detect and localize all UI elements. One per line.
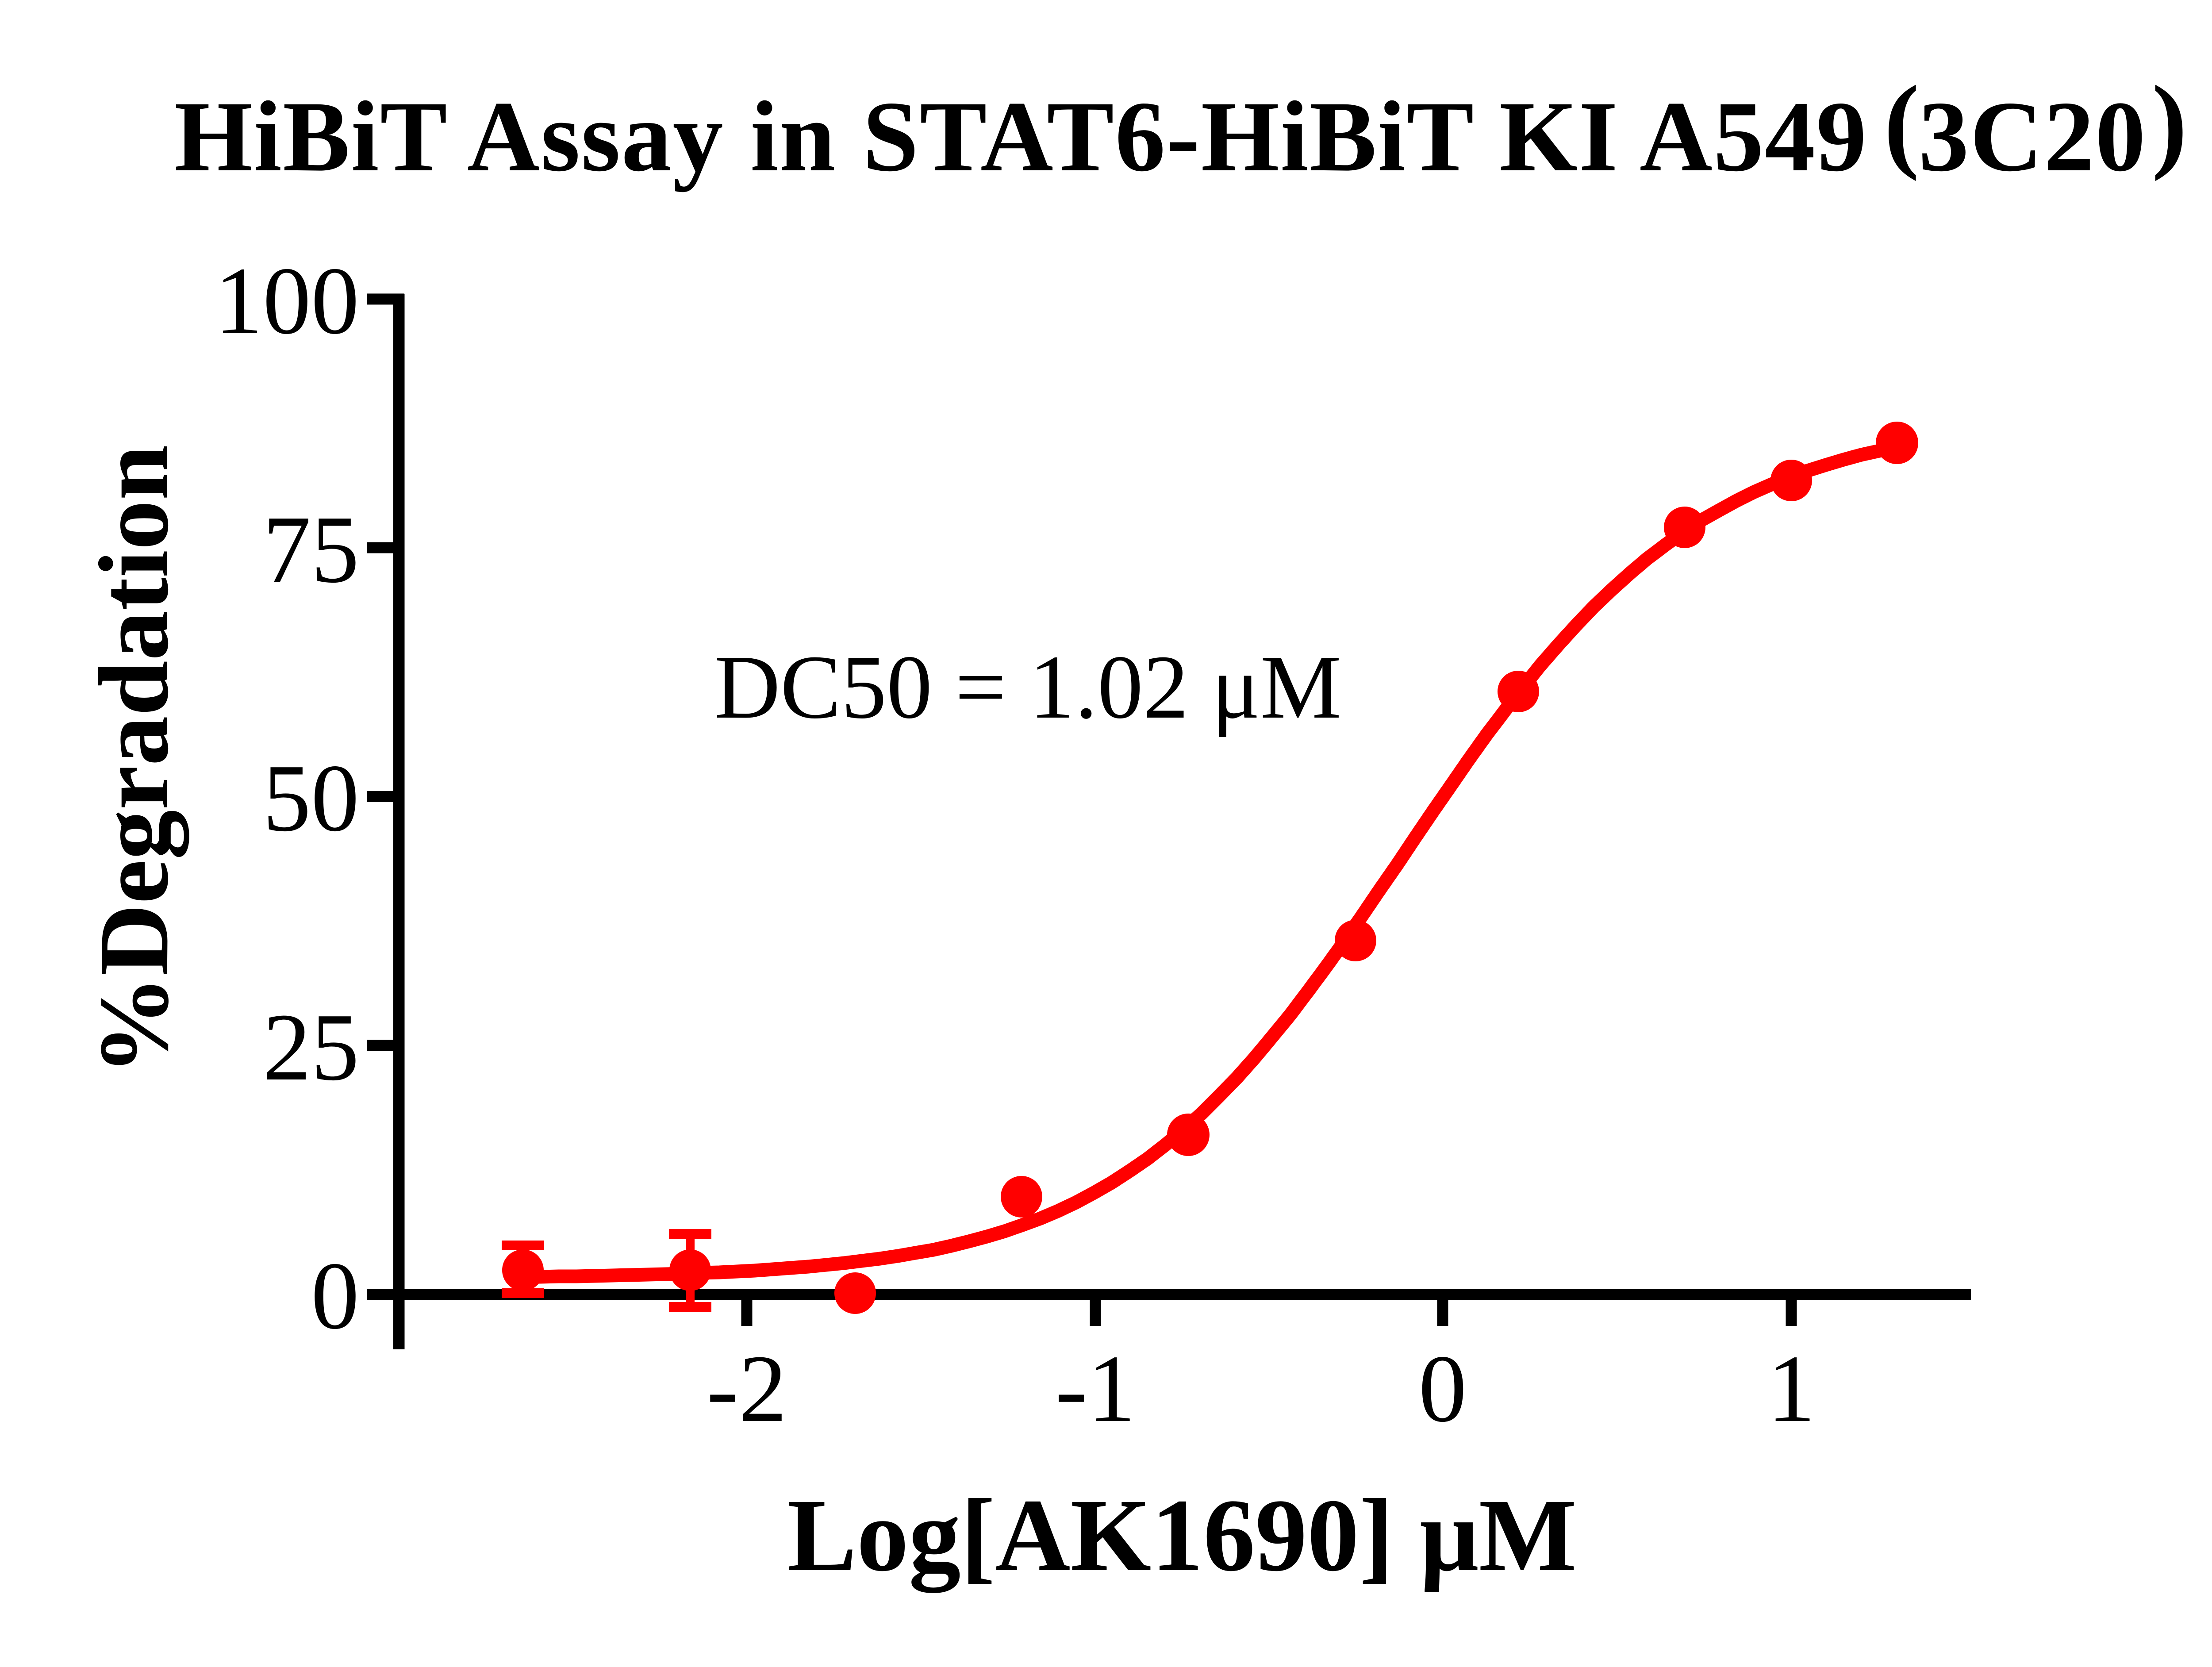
svg-text:0: 0 [311, 1243, 359, 1349]
svg-text:%Degradation: %Degradation [78, 445, 189, 1075]
svg-text:Log[AK1690] μM: Log[AK1690] μM [787, 1478, 1577, 1593]
svg-text:75: 75 [263, 496, 359, 603]
svg-text:HiBiT Assay in STAT6-HiBiT KI: HiBiT Assay in STAT6-HiBiT KI A549 (3C20) [174, 64, 2188, 192]
svg-text:25: 25 [263, 994, 359, 1101]
svg-text:100: 100 [215, 248, 359, 354]
svg-text:-1: -1 [1055, 1336, 1136, 1442]
svg-text:1: 1 [1767, 1336, 1816, 1442]
svg-text:0: 0 [1419, 1336, 1467, 1442]
svg-text:50: 50 [263, 745, 359, 852]
svg-text:DC50 = 1.02 μM: DC50 = 1.02 μM [714, 636, 1341, 737]
svg-text:-2: -2 [707, 1336, 787, 1442]
